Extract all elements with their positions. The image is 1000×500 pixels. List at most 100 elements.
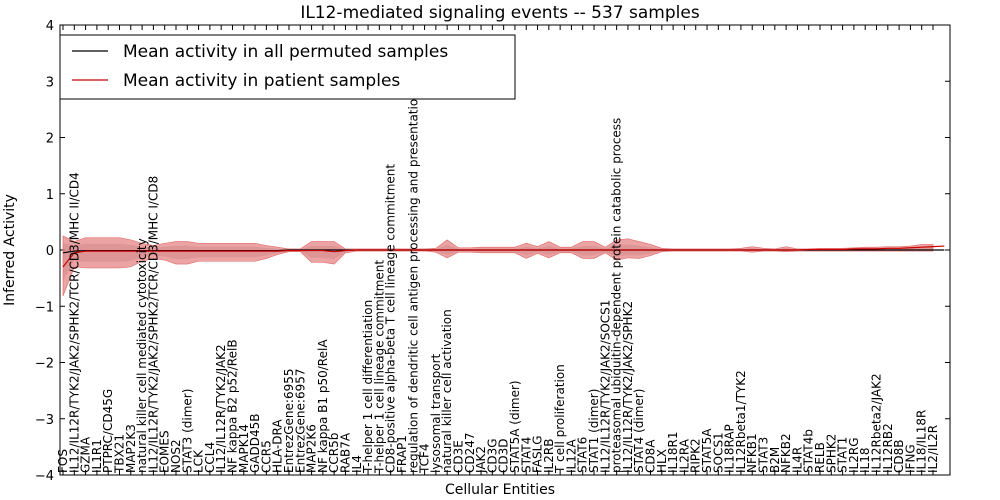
x-tick-label: NFKB2 xyxy=(779,433,793,473)
legend-box xyxy=(59,34,516,100)
x-tick-label: IL12/IL12R/TYK2/JAK2/SPHK2/TCR/CD3/MHC I… xyxy=(67,172,81,473)
x-tick-label: STAT1 (dimer) xyxy=(587,389,601,473)
x-tick-label: T-helper 1 cell lineage commitment xyxy=(372,260,386,474)
x-tick-label: STAT5A (dimer) xyxy=(508,380,522,473)
y-tick-label: 1 xyxy=(46,188,54,203)
x-tick-label: natural killer cell mediated cytotoxicit… xyxy=(135,238,149,473)
x-tick-label: IL12/IL12R/TYK2/JAK2/SPHK2 xyxy=(621,301,635,473)
x-tick-label: proteasomal ubiquitin-dependent protein … xyxy=(610,118,624,473)
x-tick-label: GADD45B xyxy=(248,414,262,474)
x-tick-label: FRAP1 xyxy=(395,435,409,473)
x-tick-label: STAT4b xyxy=(802,429,816,473)
y-tick-label: −1 xyxy=(35,300,54,315)
x-tick-label: HLA-DRA xyxy=(271,419,285,473)
x-tick-label: LCK xyxy=(192,449,206,473)
y-tick-label: −2 xyxy=(35,357,54,372)
x-tick-label: EntrezGene:6957 xyxy=(293,369,307,474)
y-tick-label: 0 xyxy=(46,244,54,259)
x-tick-label: IL12RB2 xyxy=(881,423,895,473)
x-tick-label: PTPRC/CD45G xyxy=(101,389,115,473)
x-tick-label: IL12Rbeta1/TYK2 xyxy=(734,370,748,473)
y-tick-group: 4 3 2 1 0 −1 −2 −3 −4 xyxy=(35,19,950,484)
x-tick-label: natural killer cell activation xyxy=(440,309,454,473)
x-tick-label: RAB7A xyxy=(338,432,352,473)
x-tick-label: EOMES xyxy=(158,430,172,473)
x-tick-label: CD8B xyxy=(892,440,906,474)
x-tick-label: CD247 xyxy=(463,432,477,473)
x-tick-label: IL4 xyxy=(350,455,364,473)
x-tick-label: T cell proliferation xyxy=(553,364,567,474)
x-tick-label: IL12Rbeta2/JAK2 xyxy=(870,373,884,473)
x-tick-label: RIPK2 xyxy=(689,438,703,473)
x-tick-label: JAK2 xyxy=(474,446,488,474)
x-tick-label-group: FOSIL12/IL12R/TYK2/JAK2/SPHK2/TCR/CD3/MH… xyxy=(56,91,940,474)
x-tick-label: STAT5A xyxy=(700,428,714,473)
x-tick-label: MAP2K3 xyxy=(124,424,138,473)
x-tick-label: TBX21 xyxy=(112,434,126,474)
x-tick-label: STAT3 (dimer) xyxy=(180,389,194,473)
x-tick-label: HLX xyxy=(655,449,669,473)
x-tick-label: CCL4 xyxy=(203,442,217,473)
x-tick-label: STAT6 xyxy=(576,437,590,473)
x-tick-label: CD3G xyxy=(485,438,499,473)
x-tick-label: regulation of dendritic cell antigen pro… xyxy=(406,91,420,473)
x-tick-label: CCR5 xyxy=(259,440,273,473)
x-tick-label: CD3D xyxy=(497,439,511,474)
x-tick-label: CD8A xyxy=(644,439,658,473)
x-tick-label: IL12A xyxy=(564,439,578,473)
y-tick-label: −3 xyxy=(35,413,54,428)
x-axis-label: Cellular Entities xyxy=(445,482,555,498)
x-tick-label: RELB xyxy=(813,442,827,473)
legend-label-patient: Mean activity in patient samples xyxy=(123,71,400,91)
y-tick-label: 3 xyxy=(46,75,54,90)
y-axis-label: Inferred Activity xyxy=(2,194,18,306)
x-tick-label: SOCS1 xyxy=(711,432,725,473)
x-tick-label: IL18R1 xyxy=(666,432,680,473)
x-tick-label: SPHK2 xyxy=(824,434,838,473)
x-tick-label: CD8-positive alpha-beta T cell lineage c… xyxy=(384,164,398,473)
x-tick-label: IL4R xyxy=(790,447,804,473)
x-tick-label: NF kappa B1 p50/RelA xyxy=(316,339,330,473)
x-tick-label: GZMA xyxy=(79,436,93,473)
x-tick-label: IL12/IL12R/TYK2/JAK2/SOCS1 xyxy=(598,300,612,473)
series-line-patient xyxy=(62,245,945,268)
x-tick-label: IL1R1 xyxy=(90,439,104,473)
x-tick-label: IL18/IL18R xyxy=(915,410,929,473)
x-tick-label: NFKB1 xyxy=(745,433,759,473)
x-tick-label: NF kappa B2 p52/RelB xyxy=(225,339,239,473)
y-tick-label: −4 xyxy=(35,469,54,484)
x-tick-label: IL18 xyxy=(858,448,872,474)
plot-frame xyxy=(59,24,951,476)
x-tick-label: IL2RB xyxy=(542,439,556,473)
line-layer xyxy=(62,245,945,268)
x-tick-label: STAT3 xyxy=(757,437,771,473)
x-tick-label: STAT1 xyxy=(836,437,850,473)
legend: Mean activity in all permuted samples Me… xyxy=(59,34,516,100)
legend-label-permuted: Mean activity in all permuted samples xyxy=(123,42,448,62)
x-tick-label: MAPK14 xyxy=(237,424,251,473)
y-tick-label: 4 xyxy=(46,19,54,34)
x-tick-label: CD3E xyxy=(451,440,465,473)
chart-title: IL12-mediated signaling events -- 537 sa… xyxy=(300,3,700,23)
x-tick-label: FOS xyxy=(56,449,70,473)
x-tick-label: IL2/IL2R xyxy=(926,425,940,473)
x-tick-label: EntrezGene:6955 xyxy=(282,369,296,474)
x-tick-label: TCF4 xyxy=(418,443,432,474)
x-tick-label: IL2RA xyxy=(677,438,691,473)
x-tick-label: lysosomal transport xyxy=(429,353,443,473)
x-tick-label: IL12/IL12R/TYK2/JAK2 xyxy=(214,344,228,473)
x-tick-label: FASLG xyxy=(531,435,545,473)
x-tick-group xyxy=(62,25,934,475)
y-tick-label: 2 xyxy=(46,132,54,147)
x-tick-label: T-helper 1 cell differentiation xyxy=(361,300,375,474)
x-tick-label: IL18RAP xyxy=(723,424,737,473)
x-tick-label: IL12/IL12R/TYK2/JAK2/SPHK2/TCR/CD3/MHC I… xyxy=(146,176,160,473)
x-tick-label: CCR5b xyxy=(327,433,341,473)
x-tick-label: NOS2 xyxy=(169,439,183,473)
x-tick-label: B2M xyxy=(768,447,782,473)
x-tick-label: IFNG xyxy=(903,444,917,473)
x-tick-label: STAT4 (dimer) xyxy=(632,389,646,473)
x-tick-label: MAP2K6 xyxy=(305,424,319,473)
x-tick-label: IL2RG xyxy=(847,438,861,474)
